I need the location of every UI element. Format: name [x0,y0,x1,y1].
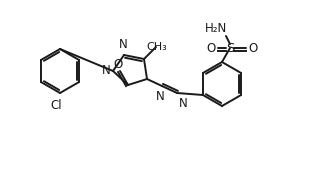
Text: S: S [226,42,234,54]
Text: O: O [249,42,258,54]
Text: CH₃: CH₃ [146,42,167,52]
Text: O: O [206,42,216,54]
Text: N: N [102,64,111,77]
Text: O: O [113,59,123,71]
Text: N: N [179,97,188,110]
Text: H₂N: H₂N [205,22,227,35]
Text: Cl: Cl [50,99,62,112]
Text: N: N [156,90,164,103]
Text: N: N [119,38,127,51]
